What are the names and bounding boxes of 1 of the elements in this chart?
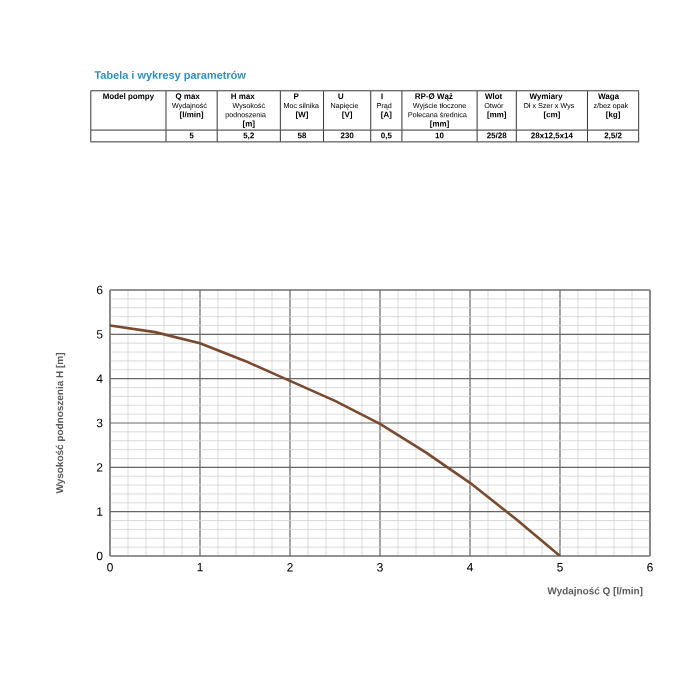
line-series [110,324,562,556]
